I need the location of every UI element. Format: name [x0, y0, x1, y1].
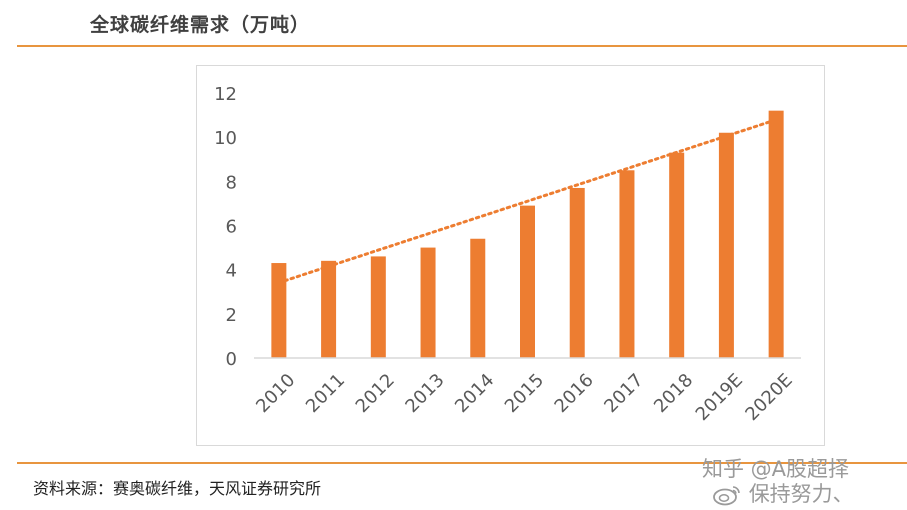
bar-2010: [271, 263, 287, 358]
watermark-slogan-text: 保持努力、: [748, 482, 854, 506]
y-tick-label: 6: [226, 217, 237, 238]
watermark-slogan: 保持努力、: [712, 478, 854, 508]
bar-2015: [520, 205, 535, 358]
bar-2019E: [718, 132, 734, 358]
header-divider: [17, 45, 907, 47]
watermark-text: 知乎 @A股超择: [702, 453, 849, 483]
x-axis-ticks: 2010 2011 2012 2013 2014 2015 2016 2017 20182019…: [252, 370, 797, 425]
bar-2013: [420, 247, 436, 358]
bar-2012: [370, 256, 386, 358]
source-note: 资料来源：赛奥碳纤维，天风证券研究所: [33, 479, 322, 498]
trendline: [283, 120, 772, 283]
watermark-handle: 知乎 @A股超择: [702, 457, 850, 481]
x-tick-label: 2020E: [741, 370, 796, 425]
x-tick-label: 2010: [252, 370, 299, 417]
page-title: 全球碳纤维需求（万吨）: [90, 14, 311, 36]
y-axis-ticks: 0 2 4 6 8 10 12: [214, 84, 237, 370]
footer-divider: [17, 462, 907, 464]
y-tick-label: 2: [226, 305, 237, 326]
chart-frame: 0 2 4 6 8 10 12 2010 2011 2012 2013 2014 2015 2016 20…: [196, 65, 825, 446]
weibo-logo-icon: [713, 486, 740, 506]
x-tick-label: 2017: [600, 370, 647, 417]
bar-2018: [669, 152, 685, 358]
x-tick-label: 2011: [302, 370, 349, 417]
x-tick-label: 2012: [352, 370, 399, 417]
y-tick-label: 8: [226, 172, 237, 193]
x-tick-label: 2014: [451, 370, 498, 417]
bar-series: [271, 110, 784, 358]
x-tick-label: 2018: [650, 370, 697, 417]
x-tick-label: 2015: [501, 370, 548, 417]
bar-2020E: [768, 110, 784, 358]
bar-2014: [470, 238, 486, 358]
x-tick-label: 2013: [401, 370, 448, 417]
y-tick-label: 12: [214, 84, 237, 105]
x-tick-label: 2016: [551, 370, 598, 417]
x-tick-label: 2019E: [692, 370, 747, 425]
bar-2016: [569, 187, 585, 358]
bar-2011: [321, 260, 337, 358]
bar-2017: [619, 170, 635, 358]
y-tick-label: 10: [214, 128, 237, 149]
y-tick-label: 0: [226, 349, 237, 370]
y-tick-label: 4: [226, 261, 237, 282]
